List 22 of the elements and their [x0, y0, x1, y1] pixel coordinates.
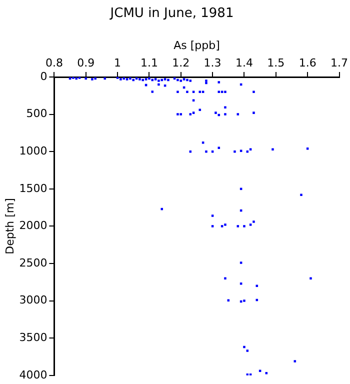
- y-tick-label: 2000: [19, 219, 48, 232]
- x-tick-label: 1.2: [172, 56, 190, 70]
- x-axis-title: As [ppb]: [174, 39, 220, 52]
- y-tick-label: 3000: [19, 294, 48, 307]
- x-tick-label: 1: [114, 56, 122, 70]
- y-tick-label: 2500: [19, 256, 48, 270]
- x-tick-label: 1.5: [267, 56, 285, 70]
- y-tick-label: 1500: [19, 182, 48, 195]
- y-tick-label: 1000: [19, 144, 48, 158]
- x-tick-label: 0.8: [45, 56, 63, 70]
- x-tick-label: 1.3: [204, 56, 222, 70]
- x-tick-label: 1.1: [140, 56, 158, 70]
- y-tick-label: 500: [26, 107, 48, 120]
- x-tick-label: 1.7: [330, 56, 348, 70]
- y-tick-label: 4000: [19, 368, 48, 382]
- y-axis-title: Depth [m]: [3, 198, 16, 254]
- x-tick-label: 1.4: [235, 56, 253, 70]
- x-tick-label: 0.9: [77, 56, 95, 70]
- x-tick-label: 1.6: [298, 56, 316, 70]
- y-tick-label: 3500: [19, 330, 48, 344]
- chart-title: JCMU in June, 1981: [109, 6, 234, 22]
- y-tick-label: 0: [40, 70, 48, 83]
